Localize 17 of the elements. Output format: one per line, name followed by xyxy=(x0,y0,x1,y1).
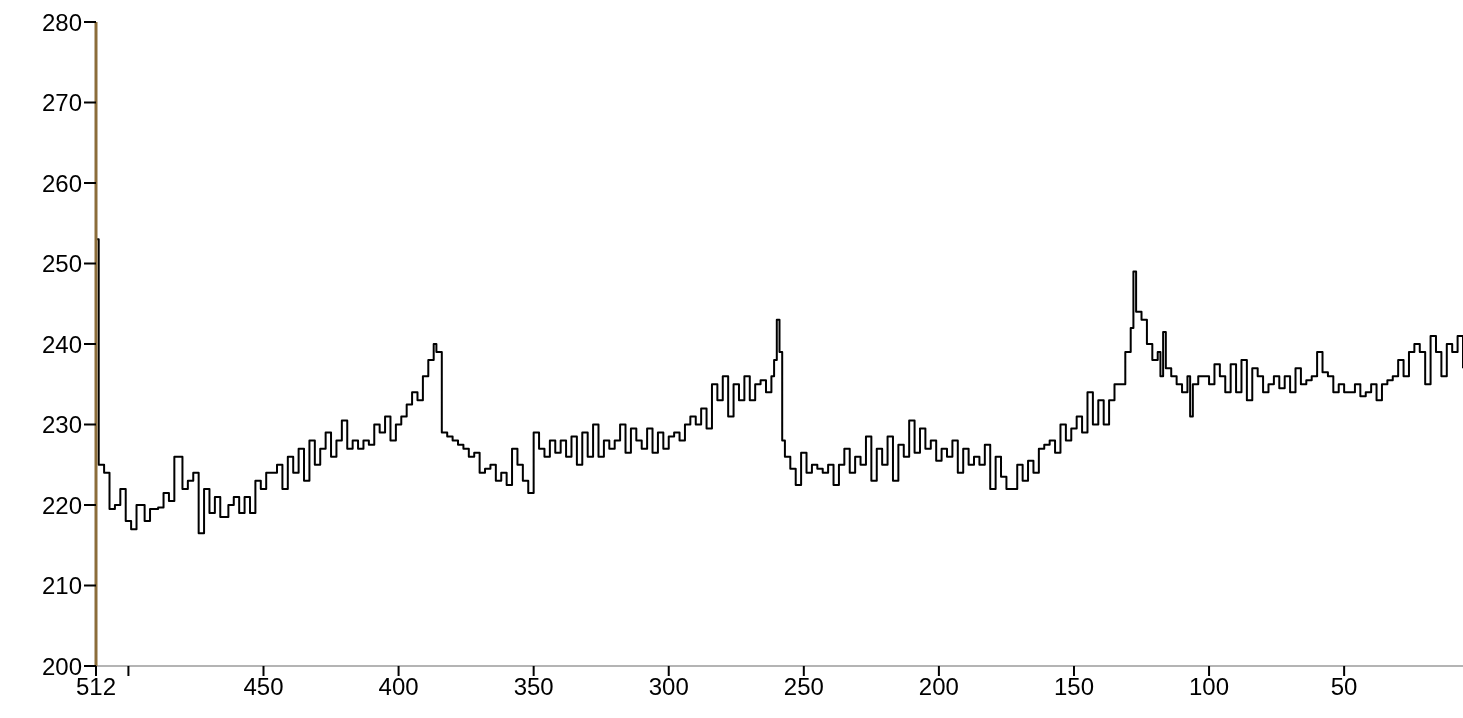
x-tick-label: 300 xyxy=(648,673,689,701)
y-tick-label: 270 xyxy=(41,89,82,117)
y-tick-label: 240 xyxy=(41,330,82,358)
y-tick-label: 220 xyxy=(41,491,82,519)
x-tick-label: 250 xyxy=(783,673,824,701)
x-tick-label: 350 xyxy=(513,673,554,701)
y-tick-label: 230 xyxy=(41,411,82,439)
y-tick-label: 250 xyxy=(41,250,82,278)
y-tick-label: 280 xyxy=(41,8,82,36)
y-tick-label: 210 xyxy=(41,572,82,600)
x-tick-label: 450 xyxy=(243,673,284,701)
y-tick-label: 260 xyxy=(41,169,82,197)
x-tick-label: 100 xyxy=(1189,673,1230,701)
x-tick-label: 150 xyxy=(1053,673,1094,701)
x-tick-label: 200 xyxy=(918,673,959,701)
x-tick-label: 400 xyxy=(378,673,419,701)
x-tick-label: 50 xyxy=(1330,673,1358,701)
